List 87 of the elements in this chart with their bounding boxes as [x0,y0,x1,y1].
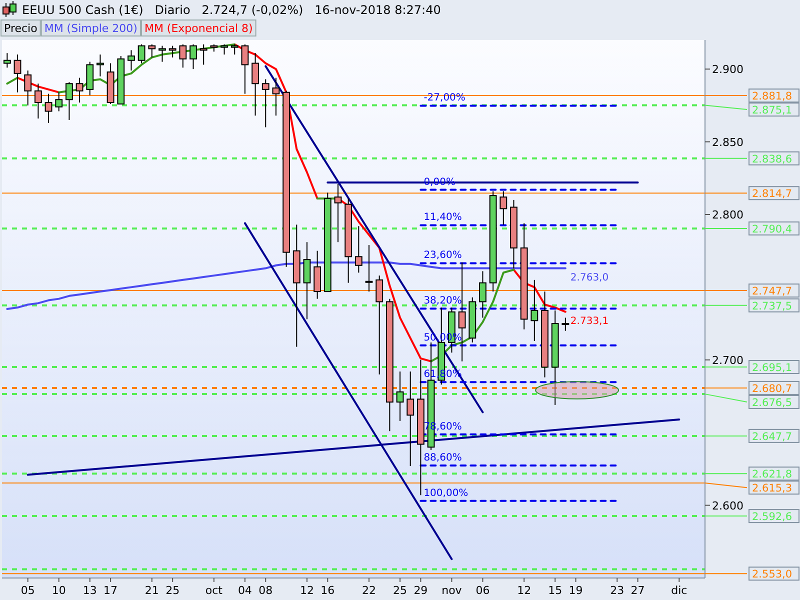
x-tick-label: dic [671,584,688,597]
candlestick [14,54,22,93]
annotation: 11,40% [424,212,462,224]
x-tick-label: 16 [320,584,335,597]
candlestick [303,242,311,320]
x-tick-label: 06 [476,584,490,597]
x-tick-label: 12 [300,584,314,597]
x-tick-label: 10 [52,584,66,597]
text: Precio [4,22,38,35]
ref-line-label: 2.615,3 [752,482,792,495]
annotation: 88,60% [424,452,462,464]
candlestick [55,92,63,112]
y-tick-label: 2.900 [712,63,744,76]
x-tick-label: oct [205,584,224,597]
y-tick-label: 2.700 [712,354,744,367]
candlestick [179,44,187,68]
x-tick-label: 13 [82,584,97,597]
candlestick [34,83,42,120]
candlestick [220,44,228,56]
ref-line-label: 2.838,6 [752,153,792,166]
ref-line-label: 2.747,7 [752,286,792,298]
x-tick-label: 22 [362,584,376,597]
candlestick [44,93,52,124]
annotation: 100,00% [424,488,468,499]
candlestick [76,77,84,104]
candlestick [262,78,270,128]
candlestick [138,44,146,64]
annotation: 23,60% [424,250,462,262]
candlestick [479,270,486,318]
y-tick-label: 2.600 [712,499,744,512]
ref-line-label: 2.680,7 [752,382,792,395]
annotation: 38,20% [424,296,462,307]
x-tick-label: 25 [393,584,408,597]
data-label: 2.763,0 [570,272,609,284]
ref-line-label: 2.881,8 [752,90,792,103]
x-tick-label: nov [442,584,462,597]
ref-line-label: 2.737,5 [752,300,792,312]
candlestick [334,183,342,243]
candlestick [3,52,11,68]
ref-line-label: 2.621,8 [752,468,792,481]
ref-line-label: 2.553,0 [752,568,792,581]
y-tick-label: 2.850 [712,136,744,149]
ref-line-label: 2.676,5 [752,396,792,409]
candlestick [396,371,404,422]
ref-line-label: 2.695,1 [752,362,792,374]
ref-line-label: 2.875,1 [752,104,792,117]
candlestick [200,44,208,66]
text: MM (Simple 200) [44,22,138,35]
candlestick [241,44,249,94]
candlestick [148,44,156,58]
candlestick [230,44,238,56]
candlestick [24,70,32,106]
candlestick [168,45,176,58]
candlestick [365,244,373,292]
chart-title: EEUU 500 Cash (1€) Diario 2.724,7 (-0,02%) 16-nov-2018 8:27:40 [22,3,441,17]
candlestick [158,45,166,62]
x-tick-label: 17 [104,584,118,597]
candlestick [252,52,259,116]
candlestick [354,226,362,274]
x-tick-label: 12 [517,584,532,597]
candlestick [65,82,73,120]
x-tick-label: 15 [548,584,562,597]
candlestick [376,275,384,375]
x-tick-label: 29 [414,584,428,597]
candlestick [530,279,538,342]
data-label: 2.733,1 [570,316,609,327]
x-tick-label: 05 [20,584,35,597]
candlestick [406,371,414,467]
y-tick-label: 2.800 [712,208,744,222]
candlestick [562,317,570,332]
x-tick-label: 08 [258,584,273,597]
x-tick-label: 19 [568,584,583,597]
candlestick [272,77,280,116]
ref-line-label: 2.592,6 [752,511,792,524]
candlestick [128,50,135,72]
x-tick-label: 27 [630,584,645,597]
series-label: MM (Exponencial 8) [144,22,253,35]
ref-line-label: 2.814,7 [752,188,792,200]
candlestick [190,44,197,70]
ref-line-label: 2.790,4 [752,223,792,236]
ref-line-label: 2.647,7 [752,430,792,443]
x-tick-label: 25 [166,584,180,597]
annotation: -27,00% [424,92,466,104]
x-tick-label: 21 [144,584,159,597]
candlestick [500,190,508,226]
x-tick-label: 04 [238,584,252,597]
x-tick-label: 23 [610,584,624,597]
